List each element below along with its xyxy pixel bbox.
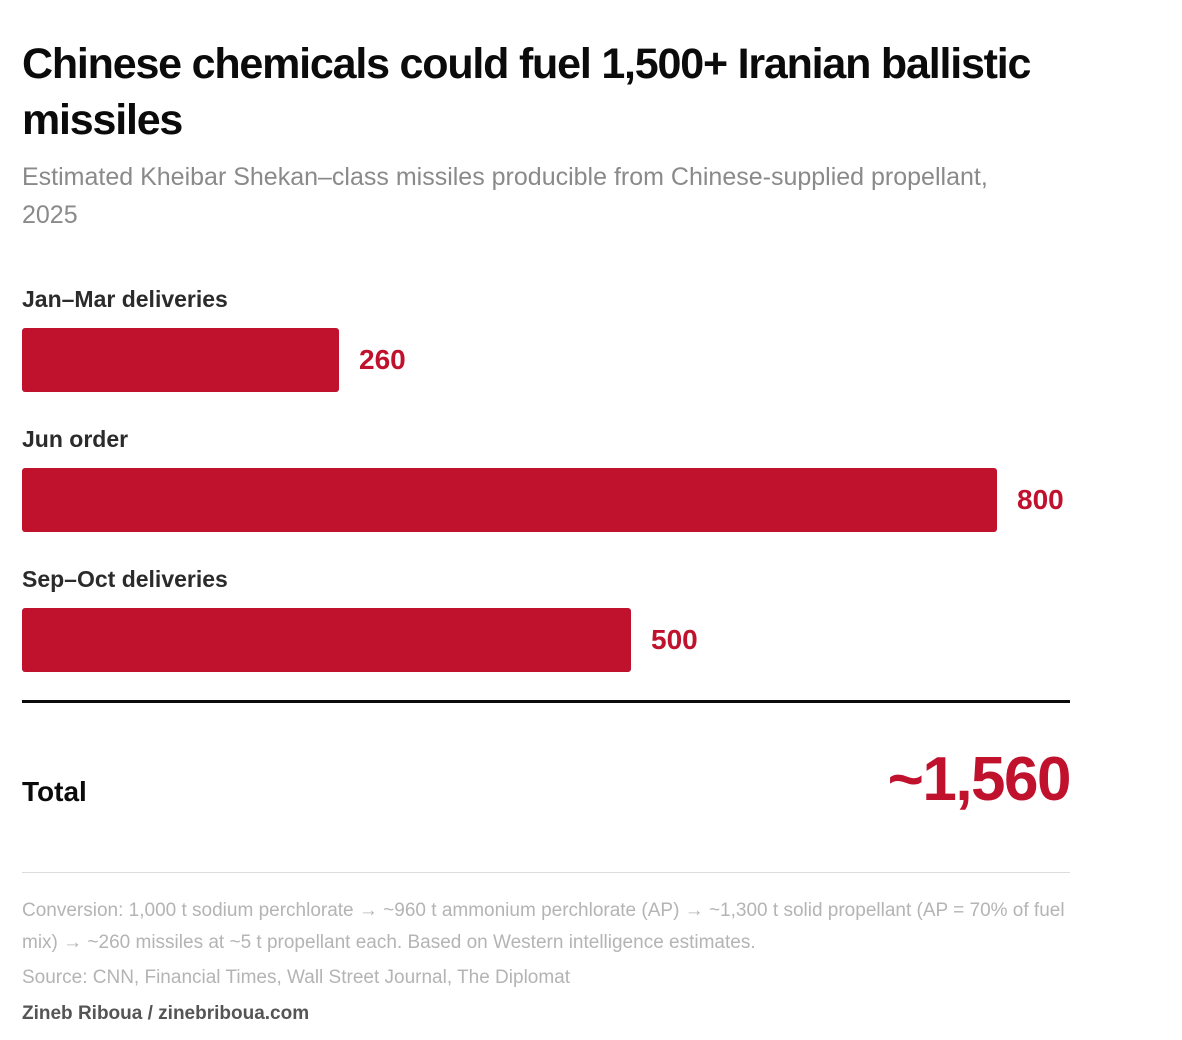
total-label: Total: [22, 776, 87, 807]
bar-value-label: 260: [359, 344, 406, 375]
total-value: ~1,560: [887, 745, 1072, 814]
category-label: Jan–Mar deliveries: [22, 286, 228, 312]
bar: [22, 608, 631, 672]
footer-divider: [22, 872, 1070, 873]
chart-title: Chinese chemicals could fuel 1,500+ Iran…: [22, 40, 1031, 144]
bar-chart: Jan–Mar deliveries 260 Jun order 800 Sep–Oct…: [22, 270, 1070, 690]
author-credit: Zineb Riboua / zinebriboua.com: [22, 1003, 310, 1024]
source-line: Source: CNN, Financial Times, Wall Stree…: [22, 967, 571, 988]
conversion-note: Conversion: 1,000 t sodium perchlorate →…: [22, 900, 1065, 953]
bar: [22, 328, 339, 392]
bar-value-label: 800: [1017, 484, 1064, 515]
category-label: Sep–Oct deliveries: [22, 566, 228, 592]
total-divider: [22, 700, 1070, 703]
bar-value-label: 500: [651, 624, 698, 655]
chart-subtitle: Estimated Kheibar Shekan–class missiles …: [22, 163, 988, 229]
category-label: Jun order: [22, 426, 129, 452]
bar: [22, 468, 997, 532]
